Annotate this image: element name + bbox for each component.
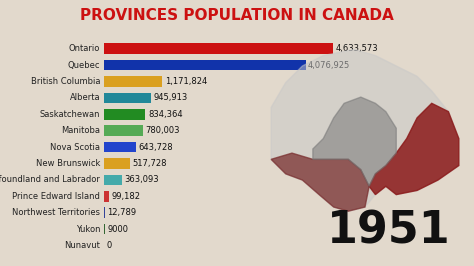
Text: PROVINCES POPULATION IN CANADA: PROVINCES POPULATION IN CANADA [80, 8, 394, 23]
Bar [104, 191, 109, 202]
Text: Yukon: Yukon [76, 225, 100, 234]
Text: 363,093: 363,093 [125, 175, 159, 184]
Text: 0: 0 [107, 241, 112, 250]
Text: 517,728: 517,728 [132, 159, 167, 168]
Text: Northwest Territories: Northwest Territories [12, 208, 100, 217]
Text: 945,913: 945,913 [154, 93, 188, 102]
Text: Ontario: Ontario [69, 44, 100, 53]
Bar [104, 142, 136, 152]
Polygon shape [369, 103, 459, 195]
Text: 1951: 1951 [327, 210, 451, 253]
Text: Nunavut: Nunavut [64, 241, 100, 250]
Text: 4,633,573: 4,633,573 [336, 44, 378, 53]
Bar [104, 76, 162, 87]
Polygon shape [271, 153, 369, 211]
Text: 99,182: 99,182 [112, 192, 141, 201]
Text: Manitoba: Manitoba [61, 126, 100, 135]
Text: New Brunswick: New Brunswick [36, 159, 100, 168]
Polygon shape [271, 49, 459, 211]
Bar [104, 93, 151, 103]
Text: Prince Edward Island: Prince Edward Island [12, 192, 100, 201]
Bar [104, 125, 143, 136]
Bar [104, 60, 306, 70]
Text: 643,728: 643,728 [138, 143, 173, 152]
Bar [104, 109, 146, 120]
Text: Saskatchewan: Saskatchewan [40, 110, 100, 119]
Text: Newfoundland and Labrador: Newfoundland and Labrador [0, 175, 100, 184]
Bar [104, 43, 333, 54]
Text: 9000: 9000 [107, 225, 128, 234]
Bar [104, 174, 122, 185]
Polygon shape [313, 97, 396, 186]
Text: British Columbia: British Columbia [31, 77, 100, 86]
Text: Quebec: Quebec [68, 61, 100, 70]
Text: Nova Scotia: Nova Scotia [50, 143, 100, 152]
Text: Alberta: Alberta [70, 93, 100, 102]
Bar [104, 207, 105, 218]
Text: 780,003: 780,003 [145, 126, 180, 135]
Text: 1,171,824: 1,171,824 [164, 77, 207, 86]
Text: 4,076,925: 4,076,925 [308, 61, 350, 70]
Text: 834,364: 834,364 [148, 110, 182, 119]
Bar [104, 158, 130, 169]
Text: 12,789: 12,789 [108, 208, 137, 217]
